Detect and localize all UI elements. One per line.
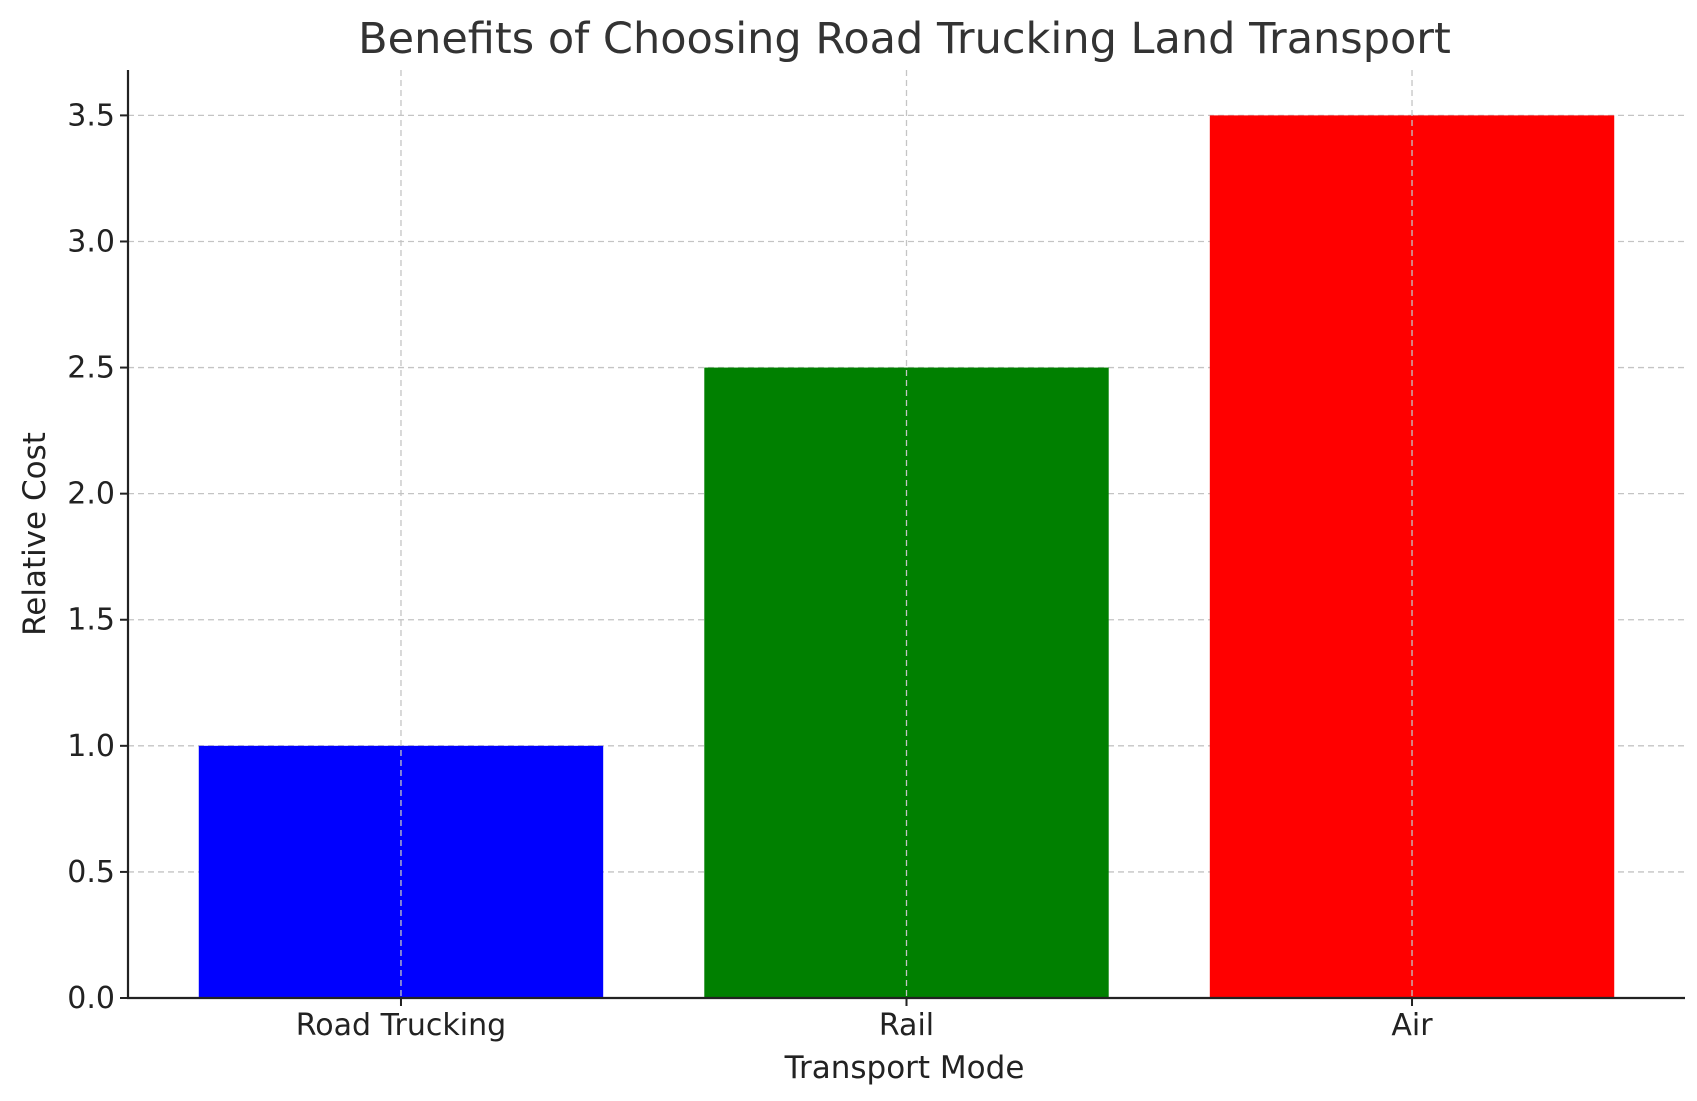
y-tick-label: 2.5 xyxy=(67,351,115,386)
x-grid xyxy=(400,70,1413,998)
x-axis-label: Transport Mode xyxy=(784,1050,1025,1086)
y-ticks: 0.0 0.5 1.0 1.5 2.0 2.5 3.0 3.5 xyxy=(67,98,128,1016)
x-tick-label: Air xyxy=(1391,1008,1433,1043)
y-tick-label: 0.0 xyxy=(67,981,115,1016)
y-axis-label: Relative Cost xyxy=(17,432,53,636)
x-ticks: Road Trucking Rail Air xyxy=(296,998,1433,1043)
y-tick-label: 3.5 xyxy=(67,98,115,133)
y-tick-label: 1.5 xyxy=(67,603,115,638)
x-tick-label: Rail xyxy=(879,1008,934,1043)
x-tick-label: Road Trucking xyxy=(296,1008,506,1043)
y-tick-label: 0.5 xyxy=(67,855,115,890)
y-tick-label: 2.0 xyxy=(67,477,115,512)
y-tick-label: 1.0 xyxy=(67,729,115,764)
y-tick-label: 3.0 xyxy=(67,224,115,259)
chart-title: Benefits of Choosing Road Trucking Land … xyxy=(358,14,1451,64)
